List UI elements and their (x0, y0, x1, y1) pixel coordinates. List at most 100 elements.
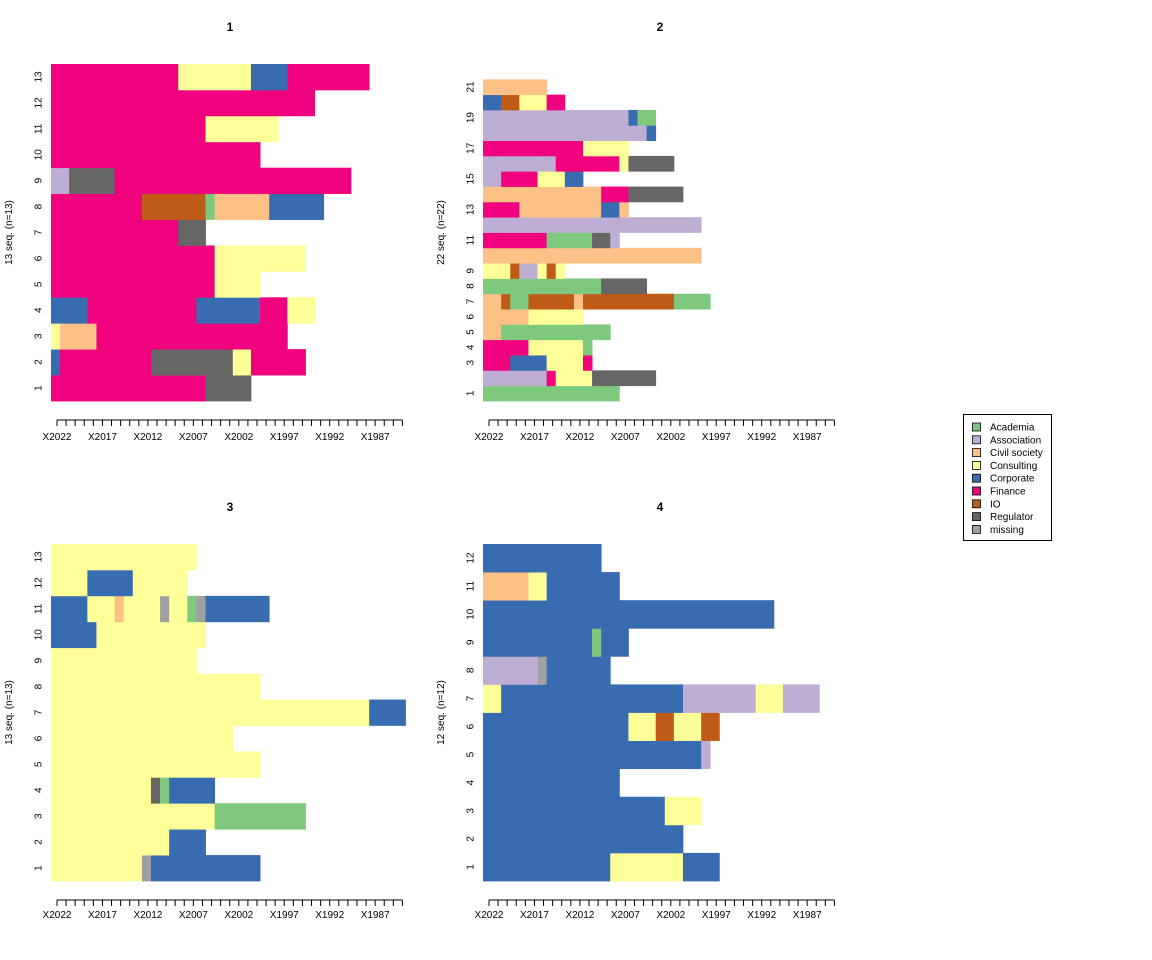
sequence-segment (141, 855, 152, 882)
sequence-segment (510, 293, 529, 310)
sequence-segment (51, 64, 179, 91)
y-tick-label: 3 (34, 333, 45, 339)
sequence-segment (187, 595, 197, 623)
sequence-segment (501, 324, 611, 341)
sequence-segment (501, 684, 684, 713)
sequence-segment (483, 852, 611, 882)
y-tick-label: 13 (466, 204, 477, 216)
sequence-segment (150, 855, 261, 882)
x-tick-label: X2002 (224, 910, 253, 921)
legend-label: Consulting (990, 461, 1037, 472)
y-tick-label: 5 (466, 329, 477, 335)
sequence-segment (510, 263, 520, 279)
sequence-segment (546, 94, 566, 111)
sequence-segment (483, 109, 629, 126)
sequence-segment (582, 355, 593, 371)
sequence-segment (51, 141, 261, 169)
x-tick-label: X1987 (361, 432, 390, 443)
sequence-segment (555, 155, 620, 172)
y-tick-label: 8 (34, 203, 45, 209)
x-tick-label: X2022 (475, 432, 504, 443)
sequence-segment (546, 656, 611, 685)
sequence-segment (483, 600, 775, 629)
legend-label: Regulator (990, 512, 1034, 523)
y-tick-label: 4 (34, 787, 45, 793)
sequence-segment (178, 219, 206, 246)
sequence-segment (205, 193, 216, 220)
sequence-segment (628, 155, 675, 172)
x-tick-label: X1997 (702, 910, 731, 921)
sequence-segment (555, 370, 593, 387)
x-tick-label: X2017 (88, 432, 117, 443)
sequence-segment (483, 278, 602, 295)
sequence-segment (214, 271, 261, 298)
y-tick-label: 10 (34, 149, 45, 161)
sequence-segment (141, 193, 206, 220)
sequence-segment (592, 232, 611, 249)
y-axis-label: 13 seq. (n=13) (4, 680, 15, 745)
x-tick-label: X2007 (611, 432, 640, 443)
sequence-segment (169, 777, 216, 804)
legend-label: Corporate (990, 474, 1035, 485)
y-tick-label: 8 (466, 667, 477, 673)
sequence-segment (150, 349, 234, 376)
y-tick-label: 6 (466, 314, 477, 320)
y-tick-label: 3 (34, 813, 45, 819)
sequence-segment (628, 186, 684, 203)
x-tick-label: X1992 (315, 432, 344, 443)
sequence-segment (483, 232, 548, 249)
sequence-segment (483, 824, 684, 854)
sequence-segment (483, 370, 548, 387)
sequence-segment (601, 628, 629, 657)
sequence-segment (51, 375, 206, 402)
sequence-segment (546, 370, 557, 387)
sequence-segment (51, 349, 61, 376)
y-tick-label: 4 (34, 307, 45, 313)
x-tick-label: X2017 (88, 910, 117, 921)
sequence-segment (483, 186, 602, 203)
y-tick-label: 4 (466, 344, 477, 350)
sequence-segment (87, 569, 134, 597)
sequence-segment (601, 186, 629, 203)
sequence-segment (555, 263, 566, 279)
x-tick-label: X2007 (179, 432, 208, 443)
panel-title: 2 (657, 20, 664, 34)
y-tick-label: 2 (466, 836, 477, 842)
y-tick-label: 7 (34, 709, 45, 715)
legend-swatch (972, 499, 981, 509)
sequence-segment (537, 171, 566, 187)
sequence-segment (610, 232, 620, 249)
y-tick-label: 11 (466, 235, 477, 246)
y-tick-label: 5 (466, 751, 477, 757)
sequence-segment (196, 297, 261, 324)
sequence-segment (519, 263, 538, 279)
y-tick-label: 9 (34, 177, 45, 183)
legend-swatch (972, 512, 981, 521)
sequence-segment (51, 673, 261, 700)
sequence-segment (60, 349, 152, 376)
y-tick-label: 6 (34, 255, 45, 261)
y-tick-label: 21 (466, 81, 477, 93)
y-tick-label: 9 (34, 657, 45, 663)
sequence-segment (483, 217, 702, 233)
sequence-segment (501, 293, 511, 310)
sequence-segment (51, 751, 261, 778)
sequence-segment (51, 323, 61, 350)
sequence-segment (546, 263, 557, 279)
legend-swatch (972, 486, 981, 496)
y-tick-label: 1 (466, 864, 477, 870)
sequence-segment (69, 167, 116, 195)
sequence-segment (483, 125, 648, 141)
x-tick-label: X2022 (43, 432, 72, 443)
sequence-segment (483, 94, 502, 111)
sequence-segment (483, 355, 511, 371)
x-tick-label: X2012 (565, 910, 594, 921)
sequence-segment (51, 167, 70, 195)
y-tick-label: 12 (34, 97, 45, 109)
sequence-segment (51, 595, 88, 623)
y-tick-label: 12 (34, 577, 45, 589)
sequence-segment (582, 293, 675, 310)
y-tick-label: 15 (466, 173, 477, 185)
